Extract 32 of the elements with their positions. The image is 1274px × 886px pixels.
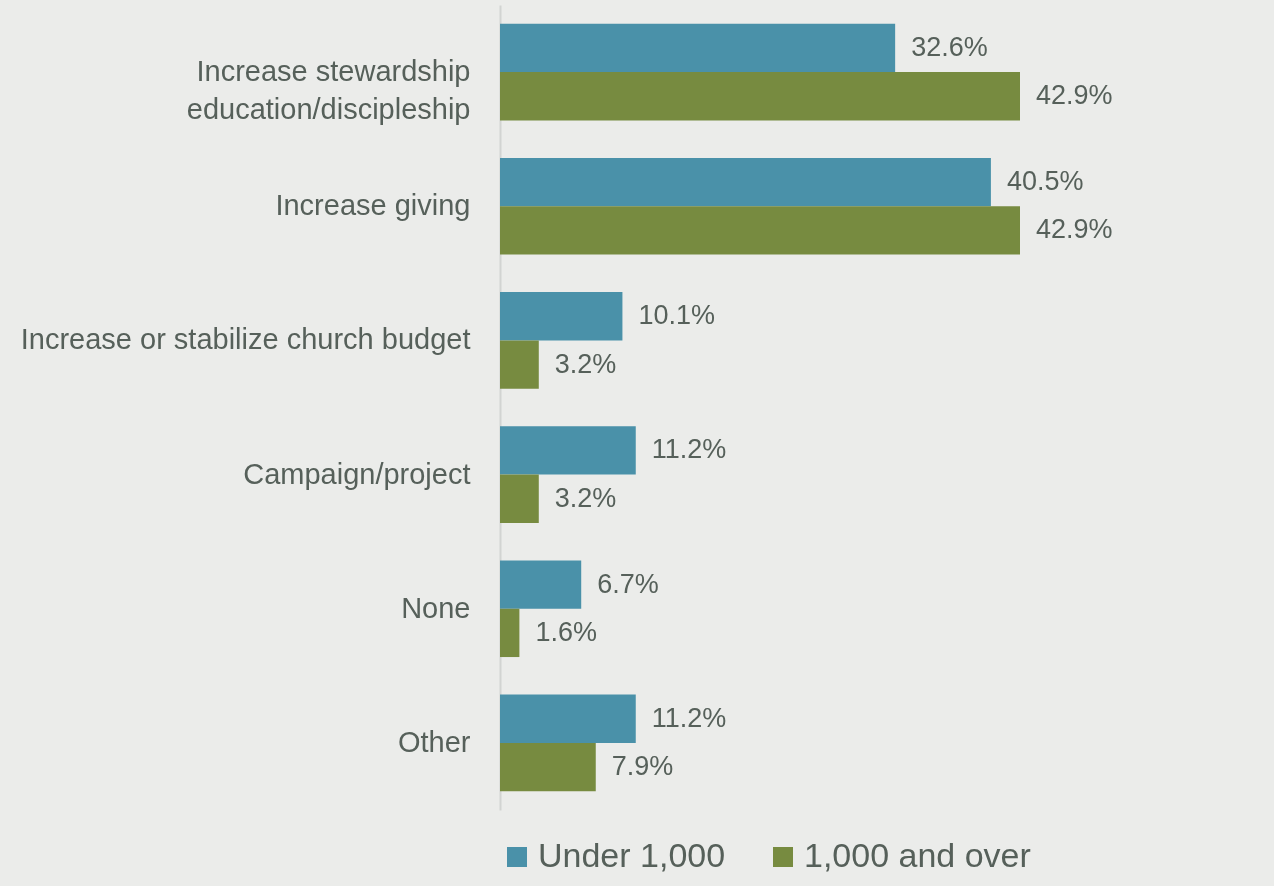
data-label: 40.5% (1006, 166, 1084, 197)
bar (500, 23, 896, 73)
bar (500, 742, 596, 792)
data-label: 42.9% (1036, 214, 1113, 245)
bar (500, 560, 582, 609)
data-label: 3.2% (554, 482, 617, 513)
bar (500, 292, 623, 341)
bar (500, 608, 520, 658)
bar (500, 340, 539, 389)
y-tick-label: Other (397, 725, 471, 758)
data-label: 1.6% (535, 616, 597, 647)
bar (500, 72, 1020, 121)
legend-label: 1,000 and over (804, 836, 1031, 874)
data-label: 7.9% (611, 751, 674, 782)
bar (500, 694, 636, 743)
y-tick-label: Increase or stabilize church budget (20, 323, 471, 356)
y-tick-label: Campaign/project (243, 457, 471, 490)
legend-label: Under 1,000 (538, 836, 726, 874)
y-tick-label: None (401, 591, 471, 624)
bar (500, 474, 539, 523)
data-label: 42.9% (1036, 80, 1113, 111)
data-label: 6.7% (597, 568, 659, 599)
y-tick-label: Increase giving (275, 189, 471, 222)
data-label: 10.1% (638, 300, 715, 331)
bar (500, 157, 991, 207)
data-label: 32.6% (911, 31, 988, 62)
data-label: 3.2% (554, 348, 617, 379)
y-tick-label: Increase stewardship education/discipleship (186, 55, 471, 126)
bar (500, 206, 1020, 255)
bar (500, 426, 636, 475)
data-label: 11.2% (651, 702, 727, 733)
data-label: 11.2% (651, 434, 727, 465)
